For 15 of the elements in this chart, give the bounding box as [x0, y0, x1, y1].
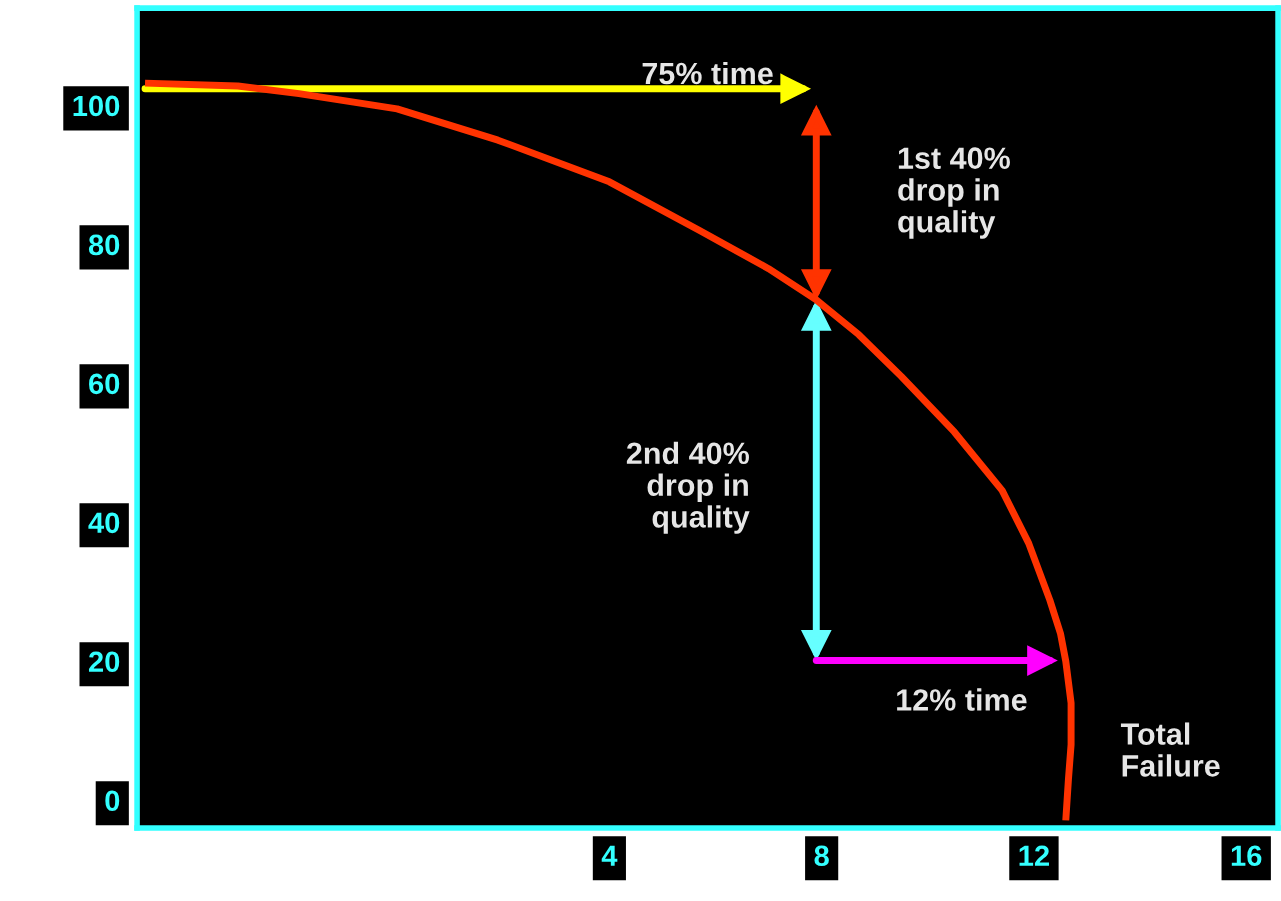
x-tick-label: 8	[814, 845, 829, 867]
annotation: 75% time	[642, 61, 773, 85]
y-tick-label: 60	[89, 373, 120, 395]
x-tick-label: 16	[1231, 845, 1262, 867]
annotation: 2nd 40% drop in quality	[626, 441, 750, 534]
y-tick-label: 0	[105, 790, 120, 812]
x-tick-label: 12	[1019, 845, 1049, 866]
annotation: 1st 40% drop in quality	[898, 147, 1010, 239]
x-tick-label: 4	[601, 845, 618, 866]
y-tick-label: 40	[88, 512, 120, 534]
y-tick-label: 100	[73, 95, 120, 117]
annotation: Total Failure	[1120, 722, 1220, 777]
y-tick-label: 20	[88, 651, 120, 673]
y-tick-label: 80	[88, 234, 120, 256]
annotation: 12% time	[897, 688, 1027, 711]
